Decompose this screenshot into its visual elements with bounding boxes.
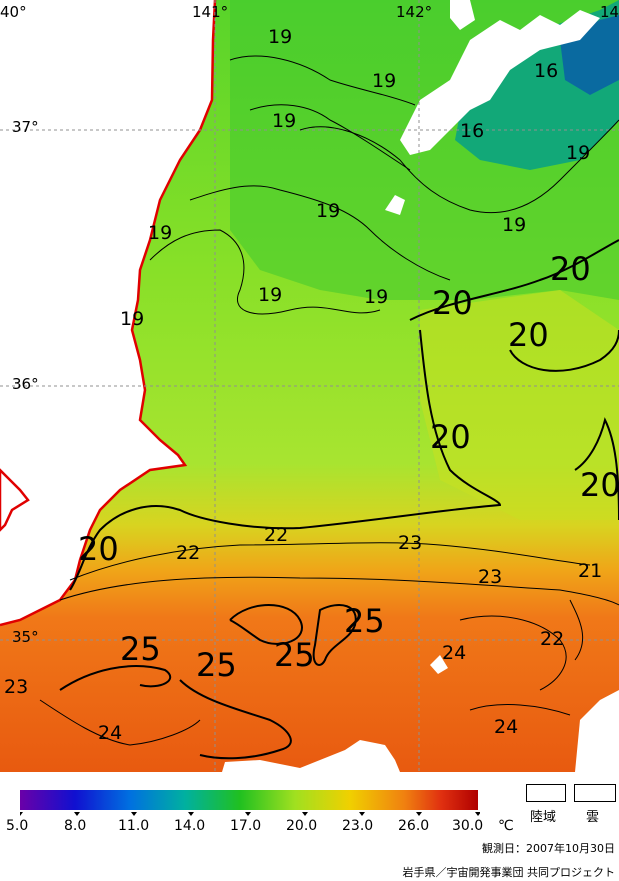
temperature-color-bar <box>20 790 480 816</box>
contour-label-19: 19 <box>272 110 297 132</box>
legend-tick: 14.0 <box>174 818 206 834</box>
contour-label-21: 21 <box>578 560 603 582</box>
legend-tick: 30.0 <box>452 818 484 834</box>
contour-label-19: 19 <box>364 286 389 308</box>
contour-label-25: 25 <box>344 602 385 640</box>
legend-tick: 8.0 <box>64 818 87 834</box>
legend-tick: 20.0 <box>286 818 318 834</box>
contour-label-16: 16 <box>534 60 559 82</box>
lon-label-141: 141° <box>192 3 229 21</box>
lon-label-142: 142° <box>396 3 433 21</box>
cloud-area-south <box>222 740 400 772</box>
contour-label-23: 23 <box>398 532 423 554</box>
contour-label-20: 20 <box>580 466 619 504</box>
lat-label-37: 37° <box>12 118 39 136</box>
cloud-legend-label: 雲 <box>586 810 600 825</box>
contour-label-19: 19 <box>502 214 527 236</box>
cloud-area-top <box>450 0 475 30</box>
cloud-area-north <box>400 10 600 155</box>
contour-label-20: 20 <box>508 316 549 354</box>
lat-label-36: 36° <box>12 375 39 393</box>
legend-tick: 17.0 <box>230 818 262 834</box>
contour-label-25: 25 <box>120 630 161 668</box>
contour-label-25: 25 <box>274 636 315 674</box>
contour-label-24: 24 <box>442 642 467 664</box>
land-legend-label: 陸域 <box>530 810 557 825</box>
cloud-legend-swatch <box>574 784 616 802</box>
cloud-area-small <box>385 195 405 215</box>
legend-unit: ℃ <box>498 818 514 834</box>
contour-label-19: 19 <box>316 200 341 222</box>
legend-tick: 5.0 <box>6 818 29 834</box>
contour-label-20: 20 <box>430 418 471 456</box>
graticule <box>0 0 619 772</box>
warm-water-patch <box>420 290 619 520</box>
contour-label-22: 22 <box>540 628 565 650</box>
contour-label-22: 22 <box>264 524 289 546</box>
legend-tick: 26.0 <box>398 818 430 834</box>
contour-label-19: 19 <box>566 142 591 164</box>
legend-tick: 11.0 <box>118 818 150 834</box>
contour-label-20: 20 <box>550 250 591 288</box>
lon-label-140: 40° <box>0 3 27 21</box>
contour-label-25: 25 <box>196 646 237 684</box>
contour-label-20: 20 <box>78 530 119 568</box>
land-area <box>0 0 215 625</box>
peninsula-land <box>0 468 30 532</box>
lon-label-143: 14 <box>600 3 619 21</box>
sea-surface-temperature-map <box>0 0 619 772</box>
observation-date: 観測日：2007年10月30日 <box>482 842 615 855</box>
land-legend-swatch <box>526 784 566 802</box>
credit-line: 岩手県／宇宙開発事業団 共同プロジェクト <box>402 866 616 879</box>
isotherm-contours <box>39 55 619 760</box>
cloud-area-southeast <box>575 690 619 772</box>
contour-label-22: 22 <box>176 542 201 564</box>
contour-label-19: 19 <box>120 308 145 330</box>
contour-label-24: 24 <box>494 716 519 738</box>
contour-label-19: 19 <box>268 26 293 48</box>
legend-tick: 23.0 <box>342 818 374 834</box>
contour-label-19: 19 <box>372 70 397 92</box>
contour-label-19: 19 <box>258 284 283 306</box>
contour-label-20: 20 <box>432 284 473 322</box>
contour-label-23: 23 <box>478 566 503 588</box>
contour-label-24: 24 <box>98 722 123 744</box>
lat-label-35: 35° <box>12 628 39 646</box>
contour-label-19: 19 <box>148 222 173 244</box>
contour-label-23: 23 <box>4 676 29 698</box>
contour-label-16: 16 <box>460 120 485 142</box>
cloud-spot <box>430 655 448 674</box>
